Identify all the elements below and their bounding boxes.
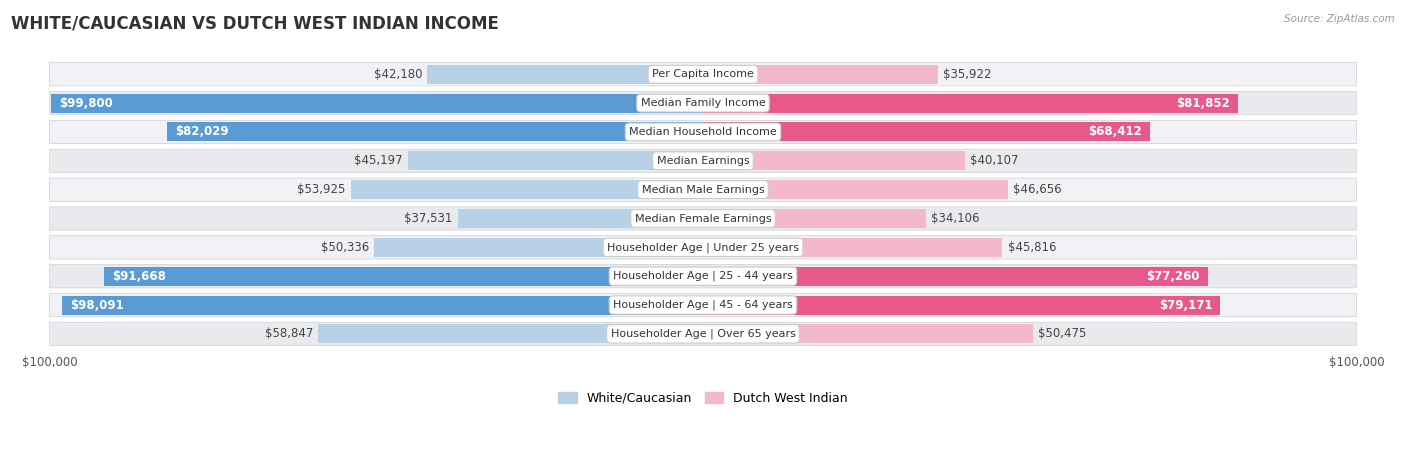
- FancyBboxPatch shape: [49, 149, 1357, 172]
- Bar: [703, 325, 1033, 343]
- Bar: [62, 296, 703, 315]
- Text: Median Earnings: Median Earnings: [657, 156, 749, 166]
- Text: WHITE/CAUCASIAN VS DUTCH WEST INDIAN INCOME: WHITE/CAUCASIAN VS DUTCH WEST INDIAN INC…: [11, 14, 499, 32]
- Text: Householder Age | Under 25 years: Householder Age | Under 25 years: [607, 242, 799, 253]
- Text: $42,180: $42,180: [374, 68, 422, 81]
- Bar: [703, 209, 927, 228]
- Bar: [408, 151, 703, 170]
- Text: $40,107: $40,107: [970, 154, 1019, 167]
- Bar: [703, 65, 938, 84]
- Text: $53,925: $53,925: [297, 183, 346, 196]
- FancyBboxPatch shape: [49, 120, 1357, 143]
- Bar: [703, 151, 965, 170]
- Text: $82,029: $82,029: [174, 126, 228, 138]
- FancyBboxPatch shape: [49, 293, 1357, 317]
- Bar: [703, 93, 1237, 113]
- Text: Median Male Earnings: Median Male Earnings: [641, 184, 765, 195]
- Text: $35,922: $35,922: [943, 68, 991, 81]
- Text: Source: ZipAtlas.com: Source: ZipAtlas.com: [1284, 14, 1395, 24]
- Text: $46,656: $46,656: [1014, 183, 1062, 196]
- Text: $45,197: $45,197: [354, 154, 402, 167]
- Legend: White/Caucasian, Dutch West Indian: White/Caucasian, Dutch West Indian: [553, 387, 853, 410]
- Text: $77,260: $77,260: [1146, 270, 1199, 283]
- Text: Householder Age | 45 - 64 years: Householder Age | 45 - 64 years: [613, 300, 793, 310]
- Text: Median Household Income: Median Household Income: [628, 127, 778, 137]
- Bar: [458, 209, 703, 228]
- Bar: [703, 180, 1008, 199]
- Text: Median Family Income: Median Family Income: [641, 98, 765, 108]
- Bar: [167, 122, 703, 142]
- Bar: [703, 267, 1208, 286]
- Text: $45,816: $45,816: [1008, 241, 1056, 254]
- Text: Median Female Earnings: Median Female Earnings: [634, 213, 772, 224]
- Text: $68,412: $68,412: [1088, 126, 1142, 138]
- Text: Per Capita Income: Per Capita Income: [652, 69, 754, 79]
- Text: $99,800: $99,800: [59, 97, 112, 110]
- FancyBboxPatch shape: [49, 265, 1357, 288]
- Bar: [104, 267, 703, 286]
- Text: $79,171: $79,171: [1159, 298, 1212, 311]
- Text: $81,852: $81,852: [1177, 97, 1230, 110]
- Text: $91,668: $91,668: [112, 270, 166, 283]
- FancyBboxPatch shape: [49, 63, 1357, 86]
- Text: $37,531: $37,531: [404, 212, 453, 225]
- Text: $50,336: $50,336: [321, 241, 368, 254]
- Text: $50,475: $50,475: [1038, 327, 1087, 340]
- Text: Householder Age | 25 - 44 years: Householder Age | 25 - 44 years: [613, 271, 793, 282]
- Text: Householder Age | Over 65 years: Householder Age | Over 65 years: [610, 329, 796, 339]
- Bar: [703, 296, 1220, 315]
- FancyBboxPatch shape: [49, 322, 1357, 346]
- FancyBboxPatch shape: [49, 207, 1357, 230]
- Text: $58,847: $58,847: [264, 327, 314, 340]
- Bar: [703, 238, 1002, 257]
- Bar: [319, 325, 703, 343]
- FancyBboxPatch shape: [49, 92, 1357, 115]
- FancyBboxPatch shape: [49, 178, 1357, 201]
- Bar: [703, 122, 1150, 142]
- Bar: [427, 65, 703, 84]
- Bar: [350, 180, 703, 199]
- Text: $98,091: $98,091: [70, 298, 124, 311]
- Text: $34,106: $34,106: [931, 212, 980, 225]
- Bar: [51, 93, 703, 113]
- Bar: [374, 238, 703, 257]
- FancyBboxPatch shape: [49, 236, 1357, 259]
